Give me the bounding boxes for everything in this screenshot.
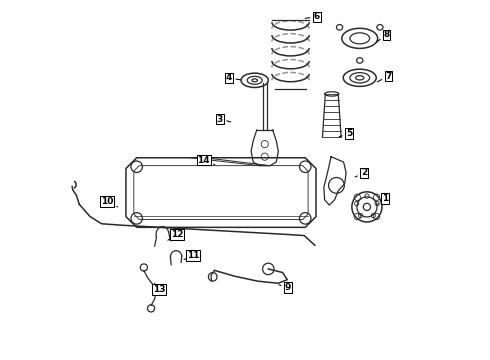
Text: 9: 9 [279,283,291,292]
Text: 10: 10 [101,197,118,207]
Text: 7: 7 [377,72,392,82]
Text: 3: 3 [217,114,231,123]
Text: 14: 14 [197,156,215,165]
Text: 1: 1 [378,194,388,204]
Text: 11: 11 [184,251,199,260]
Text: 8: 8 [376,30,390,42]
Text: 2: 2 [355,168,367,177]
Text: 13: 13 [153,283,165,294]
Text: 5: 5 [339,129,352,138]
Text: 12: 12 [168,230,183,240]
Text: 6: 6 [305,12,320,21]
Text: 4: 4 [226,73,241,82]
